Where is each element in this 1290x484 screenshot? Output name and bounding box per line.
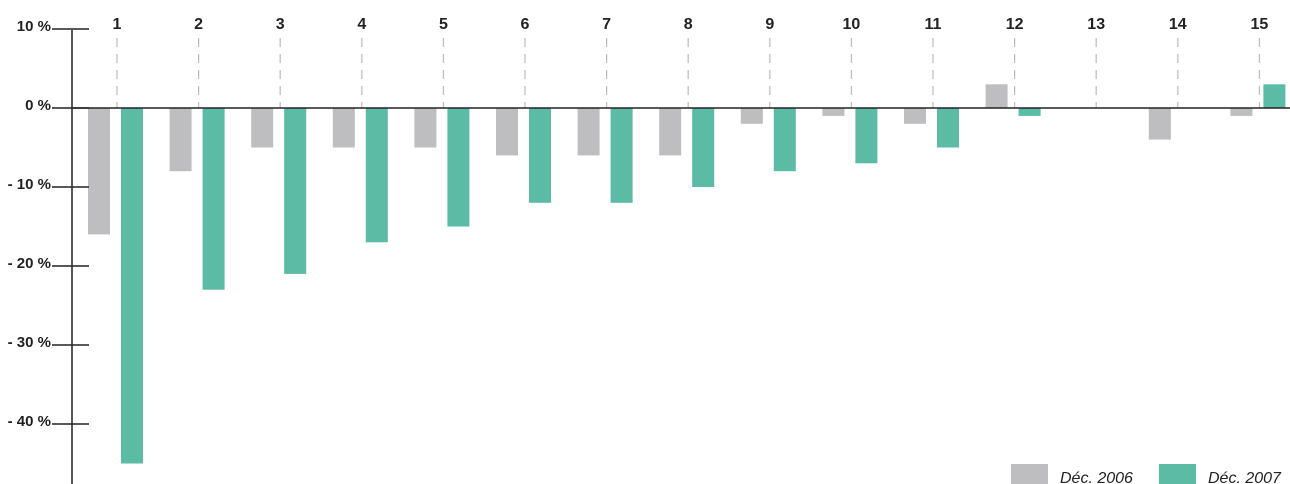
category-label: 13	[1087, 16, 1105, 33]
bar	[529, 108, 551, 203]
category-label: 4	[357, 16, 366, 33]
bar	[414, 108, 437, 148]
category-label: 15	[1251, 16, 1269, 33]
bar	[284, 108, 307, 274]
category-label: 8	[684, 16, 693, 33]
category-label: 1	[113, 16, 122, 33]
category-label: 9	[765, 16, 774, 33]
legend-label-dec-2006: Déc. 2006	[1060, 470, 1133, 484]
category-label: 14	[1169, 16, 1187, 33]
category-label: 10	[843, 16, 861, 33]
legend-swatch-dec-2006	[1011, 464, 1048, 484]
bar	[577, 108, 600, 156]
bar	[937, 108, 959, 148]
bar	[985, 84, 1008, 108]
bar	[496, 108, 518, 156]
bar	[202, 108, 225, 290]
bar	[822, 108, 845, 116]
legend: Déc. 2006 Déc. 2007	[1011, 464, 1282, 484]
bar	[855, 108, 878, 164]
y-tick-label: - 10 %	[8, 176, 51, 193]
bar	[773, 108, 796, 172]
bar	[1230, 108, 1253, 116]
bar	[332, 108, 355, 148]
y-tick-label: 10 %	[17, 18, 51, 35]
bar	[904, 108, 926, 124]
bar	[88, 108, 110, 235]
category-label: 3	[276, 16, 285, 33]
category-labels: 1 2 3 4 5 6 7 8 9 10 11 12 13 14 15	[113, 16, 1269, 33]
bar	[659, 108, 682, 156]
category-label: 7	[602, 16, 611, 33]
bar	[610, 108, 633, 203]
y-tick-label: - 30 %	[8, 334, 51, 351]
category-label: 6	[521, 16, 530, 33]
bar	[692, 108, 715, 187]
bar	[1263, 84, 1286, 108]
bar	[121, 108, 143, 464]
legend-label-dec-2007: Déc. 2007	[1208, 470, 1282, 484]
bar	[447, 108, 470, 227]
bar	[169, 108, 192, 172]
legend-swatch-dec-2007	[1159, 464, 1196, 484]
bar	[1018, 108, 1041, 116]
bar	[251, 108, 274, 148]
axes: 10 % 0 % - 10 % - 20 % - 30 % - 40 %	[8, 18, 1290, 484]
category-label: 12	[1006, 16, 1024, 33]
category-label: 5	[439, 16, 448, 33]
category-label: 11	[925, 16, 942, 33]
category-guides	[116, 38, 1261, 108]
y-tick-label: - 20 %	[8, 255, 51, 272]
y-tick-label: 0 %	[25, 97, 51, 114]
bar	[1148, 108, 1171, 140]
bar	[365, 108, 388, 243]
category-label: 2	[194, 16, 203, 33]
bar	[740, 108, 763, 124]
bars	[88, 84, 1286, 464]
y-tick-label: - 40 %	[8, 413, 51, 430]
